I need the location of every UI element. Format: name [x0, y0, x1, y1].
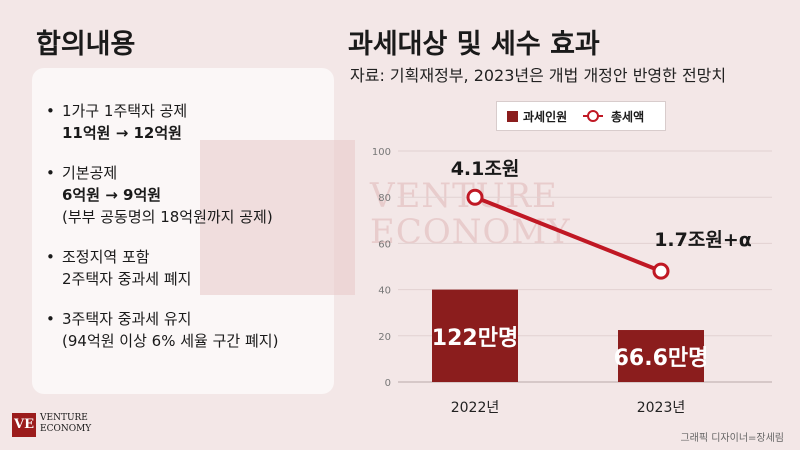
- bar: [432, 289, 518, 382]
- bullet-detail: 2주택자 중과세 폐지: [62, 270, 192, 288]
- y-tick-label: 100: [372, 147, 391, 158]
- bullet-dot: •: [46, 102, 55, 120]
- bullet-text: 3주택자 중과세 유지: [62, 310, 192, 328]
- agreement-title: 합의내용: [36, 29, 136, 60]
- chart-legend: 과세인원 총세액: [496, 101, 666, 131]
- agreement-list: • 1가구 1주택자 공제 11억원 → 12억원 • 기본공제 6억원 → 9…: [42, 100, 332, 370]
- logo-line-2: ECONOMY: [40, 424, 92, 434]
- legend-line-label: 총세액: [611, 110, 645, 124]
- watermark-line-1: VENTURE: [370, 176, 558, 216]
- legend-bar-swatch: [507, 111, 518, 122]
- bullet-detail: 6억원 → 9억원: [62, 186, 162, 204]
- logo-text: VENTURE ECONOMY: [40, 413, 91, 435]
- y-tick-label: 60: [378, 239, 391, 250]
- y-tick-label: 0: [385, 378, 391, 389]
- bar: [618, 330, 704, 382]
- line-point: [466, 188, 484, 206]
- bullet-detail: (94억원 이상 6% 세율 구간 폐지): [62, 332, 279, 350]
- bullet-text: 1가구 1주택자 공제: [62, 102, 188, 120]
- logo-line-1: VENTURE: [40, 413, 88, 423]
- credit-text: 그래픽 디자이너=장세림: [680, 433, 784, 444]
- y-tick-label: 40: [378, 286, 391, 297]
- list-item: • 3주택자 중과세 유지 (94억원 이상 6% 세율 구간 폐지): [42, 308, 332, 352]
- y-tick-label: 80: [378, 193, 391, 204]
- chart-source: 자료: 기획재정부, 2023년은 개법 개정안 반영한 전망치: [350, 66, 727, 85]
- line-value-label: 4.1조원: [451, 158, 520, 180]
- bullet-dot: •: [46, 164, 55, 182]
- watermark-block: [200, 140, 355, 295]
- list-item: • 기본공제 6억원 → 9억원 (부부 공동명의 18억원까지 공제): [42, 162, 332, 228]
- bar-value-label: 122만명: [432, 326, 518, 351]
- legend-marker-icon: [587, 110, 599, 122]
- bar-value-label: 66.6만명: [614, 346, 709, 371]
- chart-title: 과세대상 및 세수 효과: [348, 29, 600, 60]
- list-item: • 조정지역 포함 2주택자 중과세 폐지: [42, 246, 332, 290]
- bullet-note: (부부 공동명의 18억원까지 공제): [62, 208, 273, 226]
- bullet-detail: 11억원 → 12억원: [62, 124, 182, 142]
- bullet-text: 기본공제: [62, 164, 118, 182]
- y-tick-label: 20: [378, 332, 391, 343]
- bullet-dot: •: [46, 248, 55, 266]
- legend-bar-label: 과세인원: [523, 110, 568, 124]
- x-tick-label: 2022년: [451, 400, 500, 416]
- line-value-label: 1.7조원+α: [654, 229, 752, 251]
- series-line: [474, 195, 662, 273]
- x-tick-label: 2023년: [637, 400, 686, 416]
- bullet-dot: •: [46, 310, 55, 328]
- bullet-text: 조정지역 포함: [62, 248, 150, 266]
- line-point: [652, 262, 670, 280]
- list-item: • 1가구 1주택자 공제 11억원 → 12억원: [42, 100, 332, 144]
- logo-mark: VE: [12, 413, 36, 437]
